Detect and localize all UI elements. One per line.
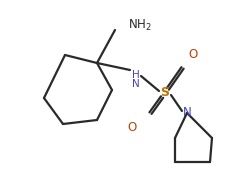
Text: N: N bbox=[182, 107, 191, 119]
Text: O: O bbox=[187, 48, 196, 61]
Text: H
N: H N bbox=[131, 70, 139, 89]
Text: S: S bbox=[160, 86, 169, 100]
Text: NH$_2$: NH$_2$ bbox=[128, 18, 151, 33]
Text: O: O bbox=[127, 121, 136, 134]
